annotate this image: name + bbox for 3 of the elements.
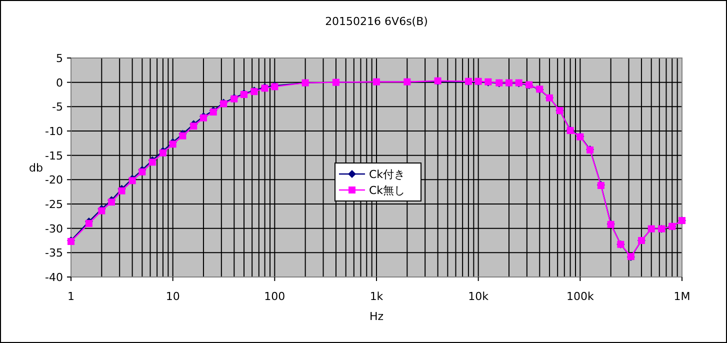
xlabel: Hz (369, 310, 384, 323)
title: 20150216 6V6s(B) (325, 15, 428, 28)
ylabel: db (29, 162, 43, 174)
